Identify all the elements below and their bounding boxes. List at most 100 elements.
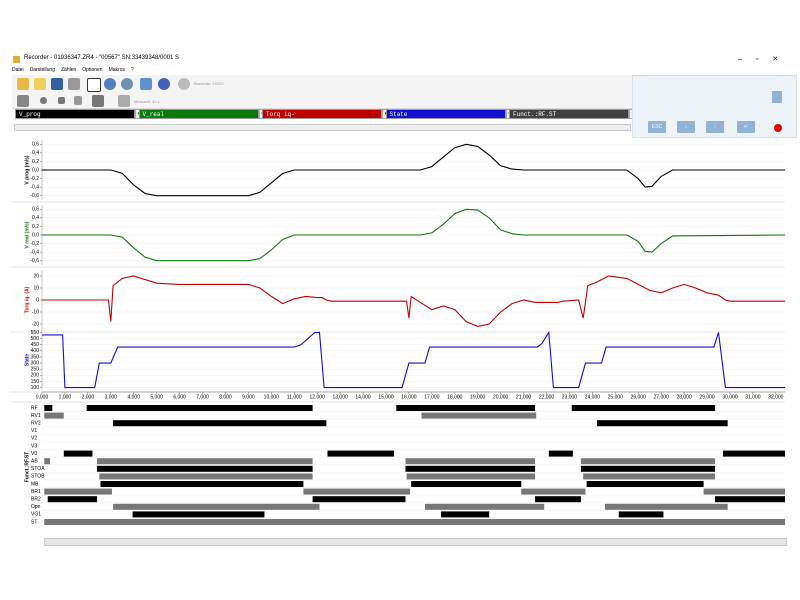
tool-icon[interactable]: [17, 95, 29, 107]
channel-select[interactable]: V_prog: [15, 109, 135, 119]
record-icon[interactable]: [178, 78, 190, 90]
y-tick-label: -0,6: [30, 193, 39, 199]
y-tick-label: 150: [31, 379, 40, 385]
baudrate: Baudrate: 19200: [194, 81, 224, 86]
meter-icon[interactable]: [118, 95, 130, 107]
channel-select[interactable]: State: [385, 109, 506, 119]
x-tick-label: 5,000: [150, 394, 163, 400]
x-tick-label: 17,000: [424, 394, 440, 400]
menu-item[interactable]: ?: [130, 67, 134, 73]
up-button[interactable]: ↑: [706, 121, 724, 133]
channel-select[interactable]: Torq iq-: [262, 109, 382, 119]
x-tick-label: 24,000: [585, 394, 601, 400]
x-tick-label: 8,000: [219, 394, 232, 400]
x-tick-label: 19,000: [470, 394, 486, 400]
trace: [42, 143, 785, 197]
menu-item[interactable]: Zählen: [60, 67, 77, 73]
app-icon: [13, 56, 20, 63]
bus-segment: [580, 465, 716, 472]
bus-segment: [44, 488, 112, 495]
y-tick-label: -10: [32, 309, 39, 315]
bus-segment: [405, 465, 536, 472]
y-tick-label: 0,6: [32, 207, 39, 213]
fit-icon[interactable]: [87, 78, 101, 92]
time-scrollbar[interactable]: [44, 538, 787, 546]
channel-select[interactable]: V_real: [138, 109, 259, 119]
messzeit: Messzeit: 32 s: [134, 99, 160, 104]
esc-button[interactable]: ESC: [648, 121, 666, 133]
zoom-in-icon[interactable]: [104, 78, 116, 90]
bus-segment: [723, 450, 785, 457]
menu-item[interactable]: Datei: [12, 67, 24, 73]
bus-segment: [86, 405, 313, 411]
row-label: STOA: [31, 466, 45, 472]
x-tick-label: 15,000: [378, 394, 394, 400]
y-tick-label: 0,4: [32, 215, 39, 221]
y-tick-label: -20: [32, 321, 39, 327]
x-tick-label: 29,000: [699, 394, 715, 400]
y-tick-label: 0,2: [32, 159, 39, 165]
print-icon[interactable]: [68, 78, 80, 90]
x-tick-label: 4,000: [127, 394, 140, 400]
a-icon[interactable]: [92, 95, 104, 107]
x-tick-label: 18,000: [447, 394, 463, 400]
row-label: BR1: [31, 489, 41, 495]
menu-item[interactable]: Optionen: [82, 67, 103, 73]
bus-segment: [100, 481, 304, 487]
trace: [42, 275, 785, 327]
row-label: STOB: [31, 474, 45, 480]
x-tick-label: 32,000: [768, 394, 784, 400]
x-tick-label: 9,000: [242, 394, 255, 400]
row-label: AB: [31, 459, 38, 465]
bus-segment: [521, 488, 586, 495]
y-tick-label: 400: [31, 348, 40, 354]
x-tick-label: 2,000: [82, 394, 95, 400]
y-tick-label: -0,4: [30, 249, 39, 255]
window-controls[interactable]: –▫✕: [738, 56, 793, 63]
x-tick-label: 27,000: [654, 394, 670, 400]
y-tick-label: -0,4: [30, 184, 39, 190]
bus-segment: [47, 496, 98, 503]
stop-icon[interactable]: [58, 97, 65, 104]
y-tick-label: 0: [36, 297, 39, 303]
y-tick-label: 450: [31, 342, 40, 348]
bus-segment: [424, 503, 545, 510]
bus-segment: [44, 405, 53, 411]
bus-segment: [571, 405, 716, 411]
y-tick-label: 0,2: [32, 224, 39, 230]
y-tick-label: -0,6: [30, 258, 39, 264]
bus-segment: [97, 465, 313, 472]
bus-segment: [604, 503, 728, 510]
bus-segment: [327, 450, 395, 457]
channel-select[interactable]: Funct.:RF.ST: [509, 109, 629, 119]
x-tick-label: 14,000: [355, 394, 371, 400]
open-icon[interactable]: [17, 78, 29, 90]
enter-button[interactable]: ↵: [737, 121, 755, 133]
down-button[interactable]: ↓: [677, 121, 695, 133]
scrollbar[interactable]: [14, 124, 631, 131]
info-button[interactable]: [772, 91, 782, 103]
bus-segment: [44, 412, 64, 419]
menu-item[interactable]: Darstellung: [29, 67, 55, 73]
play-icon[interactable]: [74, 96, 82, 105]
row-label: ST: [31, 519, 37, 525]
bus-segment: [44, 458, 51, 465]
new-icon[interactable]: [34, 78, 46, 90]
y-tick-label: 550: [31, 330, 40, 336]
record-indicator[interactable]: [774, 124, 782, 132]
y-tick-label: 0,6: [32, 142, 39, 148]
settings-icon[interactable]: [158, 78, 170, 90]
menu-item[interactable]: Makros: [108, 67, 125, 73]
y-tick-label: 350: [31, 354, 40, 360]
zoom-out-icon[interactable]: [121, 78, 133, 90]
doc-icon[interactable]: [140, 78, 152, 90]
y-tick-label: 250: [31, 367, 40, 373]
bus-segment: [548, 450, 573, 457]
dot-icon[interactable]: [40, 97, 47, 104]
x-tick-label: 28,000: [676, 394, 692, 400]
y-axis-label: State: [24, 354, 30, 366]
x-tick-label: 21,000: [516, 394, 532, 400]
x-tick-label: 30,000: [722, 394, 738, 400]
save-icon[interactable]: [51, 78, 63, 90]
